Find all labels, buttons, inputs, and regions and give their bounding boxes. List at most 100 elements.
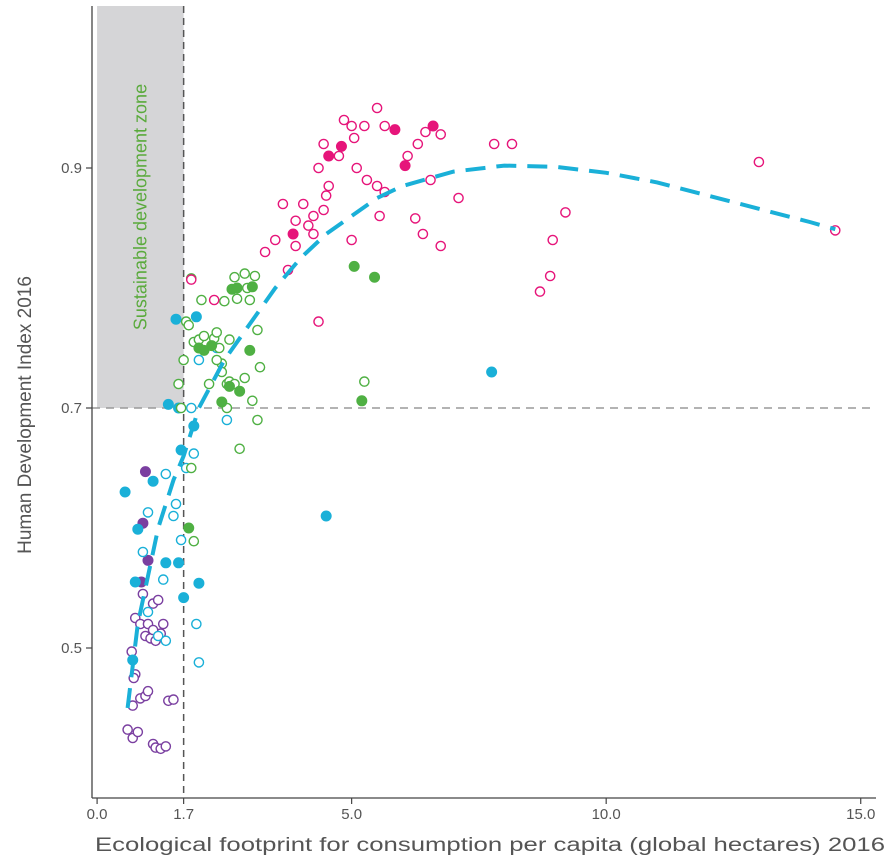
- cyan-filled-point: [147, 475, 159, 487]
- magenta-hollow-point: [361, 174, 373, 186]
- cyan-filled-point: [160, 557, 172, 569]
- green-hollow-point: [173, 378, 184, 390]
- green-hollow-point: [252, 324, 263, 336]
- green-hollow-point: [231, 293, 243, 305]
- purple-hollow-point: [157, 618, 169, 630]
- x-tick-label: 10.0: [592, 806, 621, 823]
- x-ticks: 0.0 1.7 5.0 10.0 15.0: [87, 798, 875, 823]
- green-hollow-point: [247, 395, 258, 407]
- cyan-hollow-point: [191, 618, 202, 630]
- magenta-hollow-point: [308, 210, 319, 222]
- cyan-hollow-point: [142, 606, 154, 618]
- magenta-filled-point: [399, 160, 411, 172]
- magenta-hollow-point: [371, 180, 383, 192]
- purple-hollow-point: [152, 594, 164, 606]
- cyan-filled-point: [170, 313, 182, 325]
- magenta-hollow-point: [318, 138, 329, 150]
- green-hollow-point: [198, 330, 210, 342]
- cyan-filled-point: [173, 557, 185, 569]
- magenta-hollow-point: [547, 234, 559, 246]
- magenta-hollow-point: [346, 234, 357, 246]
- y-tick-label: 0.9: [61, 160, 82, 177]
- magenta-hollow-point: [185, 274, 197, 285]
- green-hollow-point: [234, 443, 245, 455]
- cyan-filled-point: [132, 523, 144, 535]
- purple-filled-point: [139, 466, 151, 478]
- cyan-hollow-point: [142, 507, 154, 518]
- x-axis-title: Ecological footprint for consumption per…: [95, 835, 885, 856]
- purple-hollow-point: [142, 685, 154, 697]
- magenta-hollow-point: [506, 138, 518, 150]
- magenta-filled-point: [389, 124, 401, 136]
- green-filled-point: [231, 282, 243, 294]
- green-hollow-point: [219, 295, 230, 307]
- cyan-filled-point: [486, 366, 498, 378]
- magenta-filled-point: [427, 120, 439, 132]
- magenta-hollow-point: [379, 120, 391, 132]
- cyan-hollow-point: [137, 546, 149, 558]
- magenta-hollow-point: [320, 190, 332, 201]
- y-axis-title: Human Development Index 2016: [15, 276, 36, 554]
- magenta-hollow-point: [303, 220, 314, 231]
- data-points: [119, 102, 841, 755]
- magenta-hollow-point: [346, 120, 357, 132]
- magenta-hollow-point: [420, 126, 431, 138]
- green-filled-point: [244, 344, 256, 356]
- magenta-hollow-point: [417, 228, 429, 240]
- cyan-filled-point: [190, 311, 202, 323]
- green-hollow-point: [249, 270, 261, 282]
- x-tick-label: 15.0: [846, 806, 875, 823]
- cyan-filled-point: [119, 486, 131, 498]
- magenta-hollow-point: [435, 129, 447, 140]
- green-hollow-point: [185, 462, 197, 474]
- magenta-hollow-point: [318, 204, 329, 216]
- magenta-filled-point: [335, 140, 347, 152]
- magenta-hollow-point: [753, 156, 765, 168]
- cyan-hollow-point: [188, 448, 200, 459]
- green-hollow-point: [239, 372, 251, 384]
- green-filled-point: [216, 396, 228, 408]
- cyan-hollow-point: [168, 510, 179, 522]
- green-hollow-point: [183, 319, 195, 331]
- purple-hollow-point: [160, 741, 172, 752]
- cyan-hollow-point: [185, 402, 197, 414]
- magenta-hollow-point: [338, 114, 350, 126]
- y-tick-label: 0.7: [61, 400, 82, 417]
- green-hollow-point: [211, 327, 223, 338]
- green-filled-point: [246, 281, 258, 293]
- cyan-hollow-point: [175, 534, 187, 546]
- x-tick-label: 0.0: [87, 806, 108, 823]
- magenta-hollow-point: [323, 180, 335, 192]
- cyan-hollow-point: [193, 657, 205, 668]
- magenta-hollow-point: [297, 198, 309, 210]
- magenta-hollow-point: [534, 286, 546, 297]
- green-hollow-point: [229, 271, 240, 283]
- magenta-filled-point: [323, 150, 335, 162]
- green-filled-point: [369, 271, 381, 283]
- cyan-filled-point: [178, 592, 190, 604]
- cyan-hollow-point: [152, 630, 164, 642]
- cyan-filled-point: [320, 510, 332, 522]
- magenta-hollow-point: [348, 132, 360, 144]
- magenta-hollow-point: [374, 210, 385, 222]
- magenta-hollow-point: [290, 240, 301, 252]
- green-hollow-point: [203, 378, 215, 390]
- magenta-hollow-point: [412, 138, 424, 150]
- magenta-hollow-point: [544, 270, 556, 282]
- cyan-filled-point: [193, 577, 205, 589]
- green-filled-point: [223, 380, 235, 392]
- magenta-hollow-point: [560, 207, 571, 218]
- green-hollow-point: [196, 294, 207, 306]
- y-tick-label: 0.5: [61, 640, 82, 657]
- green-hollow-point: [239, 268, 251, 279]
- magenta-hollow-point: [488, 138, 500, 150]
- magenta-hollow-point: [277, 198, 289, 210]
- magenta-filled-point: [287, 228, 299, 240]
- purple-hollow-point: [132, 726, 144, 738]
- green-hollow-point: [175, 402, 187, 414]
- zone-label: Sustainable development zone: [130, 84, 150, 330]
- magenta-hollow-point: [333, 150, 345, 162]
- green-filled-point: [206, 340, 218, 352]
- green-hollow-point: [244, 294, 256, 306]
